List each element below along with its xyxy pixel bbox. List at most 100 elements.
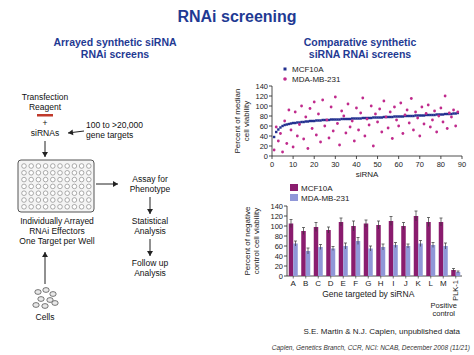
x-tick [455, 276, 456, 279]
x-tick-label: 50 [373, 160, 381, 169]
point [423, 123, 426, 126]
error-cap [432, 242, 435, 243]
error-cap [344, 243, 347, 244]
point [273, 149, 276, 152]
error-cap [415, 211, 418, 212]
error-bar [394, 243, 397, 248]
category-label: M [440, 279, 447, 288]
error-cap [319, 244, 322, 245]
error-cap [307, 248, 310, 249]
point [349, 118, 351, 120]
point [435, 131, 438, 134]
point [309, 120, 311, 122]
well [65, 164, 70, 169]
x-axis-title: siRNA [356, 170, 379, 179]
y-tick [284, 216, 287, 217]
reagent-text: + [43, 118, 48, 128]
y-tick-label: 60 [275, 242, 283, 251]
well [29, 164, 34, 169]
well [87, 164, 92, 169]
y-axis-title: Percent of median [233, 89, 242, 154]
point [437, 115, 440, 118]
y-tick-label: 140 [255, 82, 268, 91]
reagent-text: Transfection [22, 92, 69, 102]
well [51, 177, 56, 182]
point [376, 116, 378, 118]
well [43, 184, 48, 189]
point [277, 140, 280, 143]
point [433, 114, 435, 116]
point [323, 125, 326, 128]
error-line [433, 243, 434, 248]
bar [393, 245, 398, 276]
y-axis-title: Percent of negative [243, 206, 252, 275]
point [376, 121, 379, 124]
well [58, 198, 63, 203]
point [317, 119, 319, 121]
targets-text: gene targets [86, 130, 133, 140]
point [435, 113, 437, 115]
error-cap [315, 222, 318, 223]
step-text: Follow up [132, 258, 169, 268]
point [381, 116, 383, 118]
y-tick [284, 236, 287, 237]
point [311, 120, 313, 122]
point [342, 115, 345, 118]
well [65, 191, 70, 196]
point [400, 115, 402, 117]
error-line [445, 243, 446, 249]
point [336, 118, 338, 120]
point [450, 116, 453, 119]
well [51, 205, 56, 210]
x-tick-label: 20 [310, 160, 318, 169]
x-tick [440, 156, 441, 159]
point [340, 110, 343, 113]
error-bar [352, 221, 355, 231]
error-bar [357, 238, 360, 245]
error-line [353, 221, 354, 231]
y-tick-label: 100 [255, 102, 268, 111]
point [334, 118, 336, 120]
error-bar [432, 243, 435, 248]
category-label: D [328, 279, 334, 288]
bar [314, 227, 319, 276]
error-line [378, 221, 379, 229]
point [362, 117, 364, 119]
legend-marker [283, 77, 287, 81]
error-cap [357, 237, 360, 238]
bar [426, 222, 431, 276]
point [440, 113, 442, 115]
point [366, 118, 369, 121]
bar [456, 272, 461, 276]
error-line [458, 271, 459, 273]
step-text: Analysis [134, 226, 166, 236]
point [361, 97, 364, 100]
point [351, 120, 354, 123]
x-tick [335, 156, 336, 159]
point [414, 114, 416, 116]
category-label: G [365, 279, 371, 288]
well [43, 205, 48, 210]
error-cap [452, 268, 455, 269]
well [22, 177, 27, 182]
point [408, 115, 410, 117]
point [357, 129, 360, 132]
point [395, 119, 398, 122]
y-tick [269, 136, 272, 137]
error-line [320, 245, 321, 250]
well [36, 171, 41, 176]
well [79, 164, 84, 169]
x-tick-label: 80 [437, 160, 445, 169]
error-cap [419, 240, 422, 241]
point [347, 103, 350, 106]
well [29, 171, 34, 176]
plate-text: One Target per Well [19, 236, 94, 246]
y-axis-title: cell viability [242, 101, 251, 141]
step-text: Statistical [132, 216, 168, 226]
error-bar [415, 211, 418, 221]
well [22, 198, 27, 203]
point [353, 117, 355, 119]
well [51, 184, 56, 189]
point [374, 113, 377, 116]
error-line [403, 223, 404, 230]
